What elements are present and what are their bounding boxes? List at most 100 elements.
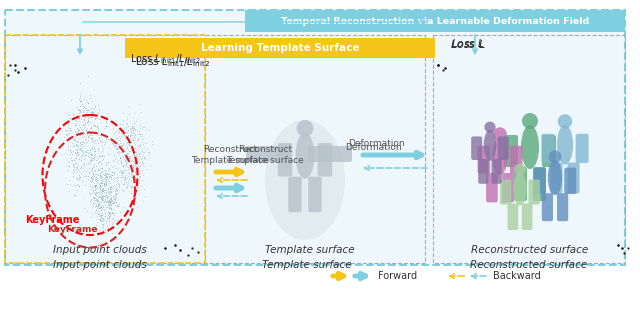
Point [75,143,85,148]
Point [71,160,81,165]
Point [69,158,79,163]
Point [93,160,103,165]
Point [98,195,108,200]
Point [65,125,76,130]
Point [136,183,146,188]
Point [95,204,106,209]
Point [87,115,97,120]
Point [72,139,82,144]
Point [124,156,134,161]
Point [111,165,122,171]
Point [73,149,83,154]
Point [106,197,116,202]
FancyBboxPatch shape [504,135,518,167]
Point [100,172,111,177]
Point [93,159,104,164]
Point [89,138,99,143]
Point [119,175,129,180]
FancyBboxPatch shape [534,168,546,194]
Text: Input point clouds: Input point clouds [53,260,147,270]
Point [88,172,98,177]
Point [101,220,111,225]
Point [97,190,107,195]
Point [104,223,114,228]
Point [93,154,104,159]
Point [91,179,101,184]
Point [107,185,117,190]
Point [74,129,84,134]
Point [69,137,79,142]
Point [69,183,79,188]
Point [106,193,116,198]
Point [88,172,98,177]
Point [138,155,148,160]
Point [100,205,111,210]
Point [104,189,115,194]
Point [90,201,100,206]
Point [110,189,120,194]
Point [100,187,111,192]
Point [91,197,101,202]
Point [108,126,118,131]
FancyBboxPatch shape [486,173,498,203]
Point [125,164,135,169]
FancyBboxPatch shape [308,177,322,212]
Point [98,188,108,193]
Point [87,145,97,150]
Point [86,139,97,144]
Point [135,121,145,126]
Point [119,168,129,173]
Point [113,203,124,208]
Point [84,115,95,120]
Point [119,130,129,135]
Point [79,133,90,138]
Point [82,113,92,118]
Point [72,129,83,134]
Point [87,183,97,188]
Point [102,110,113,115]
Point [80,111,90,116]
FancyBboxPatch shape [246,146,290,162]
Point [107,170,117,175]
Point [72,115,82,120]
Point [69,165,79,170]
Point [87,146,97,151]
Point [99,216,109,221]
Point [120,161,131,166]
Point [70,137,80,142]
Point [116,143,127,149]
Point [92,203,102,208]
Point [94,212,104,217]
Point [64,126,74,131]
Point [109,193,119,198]
Point [93,109,104,114]
Point [97,153,108,158]
FancyBboxPatch shape [508,203,518,230]
Point [101,190,111,195]
Point [85,147,95,152]
Point [61,128,72,133]
Point [74,113,84,118]
Point [132,160,143,165]
Point [96,166,106,171]
Point [115,185,125,190]
Point [125,133,136,138]
Point [121,121,131,126]
FancyBboxPatch shape [542,193,553,221]
Point [83,101,93,106]
Point [83,114,93,119]
Point [91,172,101,177]
Point [86,186,96,191]
Point [115,138,125,143]
Point [111,139,121,144]
Point [106,207,116,212]
Point [97,189,107,194]
Point [94,199,104,204]
Point [106,189,116,194]
Point [96,204,106,209]
Point [99,228,109,233]
Point [72,166,82,171]
Point [99,208,109,213]
Point [97,177,108,182]
Point [111,217,122,222]
